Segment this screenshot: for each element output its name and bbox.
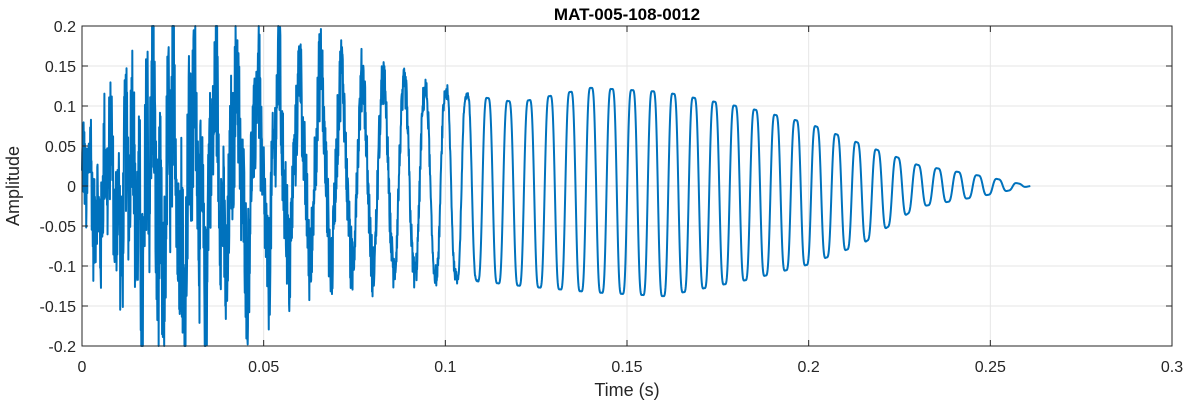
y-tick-label: 0.05 bbox=[45, 139, 76, 156]
y-axis: -0.2 -0.15 -0.1 -0.05 0 0.05 0.1 0.15 0.2 bbox=[40, 19, 1172, 356]
y-tick-label: -0.1 bbox=[48, 259, 76, 276]
chart-title: MAT-005-108-0012 bbox=[554, 5, 700, 24]
x-tick-label: 0.25 bbox=[975, 359, 1006, 376]
y-tick-label: 0.2 bbox=[54, 19, 76, 36]
x-tick-label: 0.3 bbox=[1161, 359, 1183, 376]
x-tick-label: 0.05 bbox=[248, 359, 279, 376]
y-tick-label: 0.1 bbox=[54, 99, 76, 116]
series-line bbox=[81, 25, 1032, 347]
plot-area bbox=[81, 25, 1032, 347]
x-tick-label: 0.1 bbox=[434, 359, 456, 376]
y-tick-label: 0.15 bbox=[45, 59, 76, 76]
y-tick-label: -0.05 bbox=[40, 219, 77, 236]
x-axis-label: Time (s) bbox=[594, 380, 659, 400]
x-axis: 0 0.05 0.1 0.15 0.2 0.25 0.3 bbox=[78, 26, 1183, 376]
y-tick-label: 0 bbox=[67, 179, 76, 196]
x-tick-label: 0.2 bbox=[798, 359, 820, 376]
y-axis-label: Amplitude bbox=[3, 146, 23, 226]
y-tick-label: -0.15 bbox=[40, 299, 77, 316]
x-tick-label: 0.15 bbox=[611, 359, 642, 376]
x-tick-label: 0 bbox=[78, 359, 87, 376]
y-tick-label: -0.2 bbox=[48, 339, 76, 356]
